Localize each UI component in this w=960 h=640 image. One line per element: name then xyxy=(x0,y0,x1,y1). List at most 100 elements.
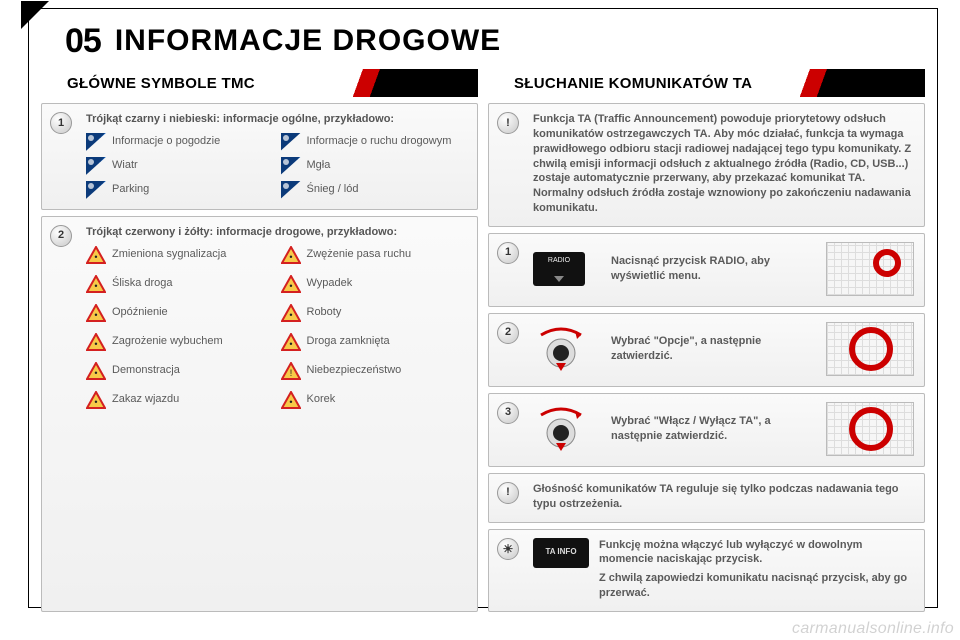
svg-text:•: • xyxy=(94,339,97,349)
section-title: SŁUCHANIE KOMUNIKATÓW TA xyxy=(514,75,752,92)
panel-step-3: 3 Wybrać "Włącz / Wyłącz TA", a następni… xyxy=(488,393,925,467)
symbol-item: Mgła xyxy=(281,157,468,175)
intro-text: Funkcja TA (Traffic Announcement) powodu… xyxy=(533,112,914,216)
left-column: GŁÓWNE SYMBOLE TMC 1 Trójkąt czarny i ni… xyxy=(41,69,478,612)
svg-text:•: • xyxy=(94,310,97,320)
chapter-title: INFORMACJE DROGOWE xyxy=(115,24,501,58)
symbol-label: Śliska droga xyxy=(112,276,173,291)
symbol-label: Niebezpieczeństwo xyxy=(307,363,402,378)
ta-info-button-icon: TA INFO xyxy=(533,538,589,568)
symbol-item: • Droga zamknięta xyxy=(281,333,468,351)
warning-triangle-icon: • xyxy=(86,333,106,351)
svg-text:•: • xyxy=(94,281,97,291)
symbol-label: Informacje o ruchu drogowym xyxy=(307,134,452,149)
warning-triangle-icon: • xyxy=(86,275,106,293)
step-badge: 2 xyxy=(50,225,72,247)
symbol-item: •Demonstracja xyxy=(86,362,273,380)
symbol-item: • Korek xyxy=(281,391,468,409)
symbol-label: Parking xyxy=(112,182,149,197)
note-text: Głośność komunikatów TA reguluje się tyl… xyxy=(533,482,914,512)
step-text: Nacisnąć przycisk RADIO, aby wyświetlić … xyxy=(611,254,818,284)
tip-text: Funkcję można włączyć lub wyłączyć w dow… xyxy=(599,538,914,568)
section-title: GŁÓWNE SYMBOLE TMC xyxy=(67,75,255,92)
svg-text:•: • xyxy=(94,397,97,407)
symbol-item: • Zagrożenie wybuchem xyxy=(86,333,273,351)
warning-triangle-icon: • xyxy=(281,246,301,264)
blue-triangle-icon xyxy=(86,133,106,151)
radio-button-icon: RADIO xyxy=(533,252,585,286)
symbol-item: • Śliska droga xyxy=(86,275,273,293)
svg-text:•: • xyxy=(289,339,292,349)
panel-traffic-symbols: 2 Trójkąt czerwony i żółty: informacje d… xyxy=(41,216,478,612)
svg-text:•: • xyxy=(94,368,97,378)
warning-triangle-icon: • xyxy=(86,246,106,264)
panel-general-symbols: 1 Trójkąt czarny i niebieski: informacje… xyxy=(41,103,478,210)
step-badge: 3 xyxy=(497,402,519,424)
symbol-label: Opóźnienie xyxy=(112,305,168,320)
panel-step-1: 1 RADIO Nacisnąć przycisk RADIO, aby wyś… xyxy=(488,233,925,307)
warning-triangle-icon: • xyxy=(281,275,301,293)
panel-step-2: 2 Wybrać "Opcje", a następnie zatwierdzi… xyxy=(488,313,925,387)
step-badge: 2 xyxy=(497,322,519,344)
svg-text:•: • xyxy=(289,252,292,262)
chapter-number: 05 xyxy=(65,22,101,61)
symbol-item: • Zwężenie pasa ruchu xyxy=(281,246,468,264)
symbol-item: ! Niebezpieczeństwo xyxy=(281,362,468,380)
panel-title: Trójkąt czarny i niebieski: informacje o… xyxy=(86,112,467,127)
symbol-item: Wiatr xyxy=(86,157,273,175)
rotary-knob-icon xyxy=(533,407,589,451)
svg-text:•: • xyxy=(289,281,292,291)
blue-triangle-icon xyxy=(86,157,106,175)
rotary-knob-icon xyxy=(533,327,589,371)
step-row: Wybrać "Opcje", a następnie zatwierdzić. xyxy=(533,322,914,376)
symbol-item: • Opóźnienie xyxy=(86,304,273,322)
warning-badge-icon xyxy=(497,482,519,504)
symbol-label: Zwężenie pasa ruchu xyxy=(307,247,412,262)
symbol-label: Zmieniona sygnalizacja xyxy=(112,247,226,262)
symbol-item: •Wypadek xyxy=(281,275,468,293)
radio-button-label: RADIO xyxy=(548,256,570,265)
panel-title: Trójkąt czerwony i żółty: informacje dro… xyxy=(86,225,467,240)
warning-triangle-icon: • xyxy=(86,391,106,409)
warning-badge-icon xyxy=(497,112,519,134)
panel-tip: TA INFO Funkcję można włączyć lub wyłącz… xyxy=(488,529,925,612)
panel-ta-intro: Funkcja TA (Traffic Announcement) powodu… xyxy=(488,103,925,227)
symbol-label: Śnieg / lód xyxy=(307,182,359,197)
symbol-label: Zagrożenie wybuchem xyxy=(112,334,223,349)
warning-triangle-icon: ! xyxy=(281,362,301,380)
symbol-item: • Zmieniona sygnalizacja xyxy=(86,246,273,264)
warning-triangle-icon: • xyxy=(281,333,301,351)
panel-volume-note: Głośność komunikatów TA reguluje się tyl… xyxy=(488,473,925,523)
symbol-label: Korek xyxy=(307,392,336,407)
symbol-item: Śnieg / lód xyxy=(281,181,468,199)
step-row: Wybrać "Włącz / Wyłącz TA", a następnie … xyxy=(533,402,914,456)
dashboard-illustration xyxy=(826,322,914,376)
chapter-header: 05 INFORMACJE DROGOWE xyxy=(65,17,937,65)
blue-triangle-icon xyxy=(281,133,301,151)
section-header-tmc: GŁÓWNE SYMBOLE TMC xyxy=(41,69,478,97)
content-grid: GŁÓWNE SYMBOLE TMC 1 Trójkąt czarny i ni… xyxy=(41,69,925,599)
step-badge: 1 xyxy=(497,242,519,264)
step-row: RADIO Nacisnąć przycisk RADIO, aby wyświ… xyxy=(533,242,914,296)
symbol-label: Zakaz wjazdu xyxy=(112,392,179,407)
ta-info-label: TA INFO xyxy=(545,547,576,558)
blue-triangle-icon xyxy=(281,157,301,175)
warning-triangle-icon: • xyxy=(86,362,106,380)
svg-text:•: • xyxy=(289,397,292,407)
corner-notch xyxy=(21,1,49,29)
symbol-item: Informacje o pogodzie xyxy=(86,133,273,151)
symbol-grid-warn: • Zmieniona sygnalizacja • Zwężenie pasa r… xyxy=(86,246,467,409)
symbol-label: Droga zamknięta xyxy=(307,334,390,349)
dashboard-illustration xyxy=(826,402,914,456)
blue-triangle-icon xyxy=(281,181,301,199)
tip-badge-icon xyxy=(497,538,519,560)
symbol-item: Parking xyxy=(86,181,273,199)
symbol-label: Wiatr xyxy=(112,158,138,173)
svg-text:•: • xyxy=(289,310,292,320)
section-header-ta: SŁUCHANIE KOMUNIKATÓW TA xyxy=(488,69,925,97)
watermark: carmanualsonline.info xyxy=(792,620,954,638)
tip-text-2: Z chwilą zapowiedzi komunikatu nacisnąć … xyxy=(599,571,914,601)
step-text: Wybrać "Włącz / Wyłącz TA", a następnie … xyxy=(611,414,818,444)
symbol-label: Roboty xyxy=(307,305,342,320)
symbol-label: Mgła xyxy=(307,158,331,173)
